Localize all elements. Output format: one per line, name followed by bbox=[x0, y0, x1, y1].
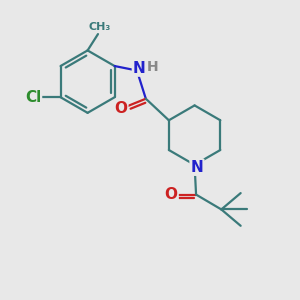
Text: CH₃: CH₃ bbox=[89, 22, 111, 32]
Text: O: O bbox=[114, 101, 128, 116]
Text: N: N bbox=[133, 61, 146, 76]
Text: O: O bbox=[165, 187, 178, 202]
Text: H: H bbox=[146, 60, 158, 74]
Text: Cl: Cl bbox=[25, 90, 41, 105]
Text: N: N bbox=[190, 160, 203, 175]
